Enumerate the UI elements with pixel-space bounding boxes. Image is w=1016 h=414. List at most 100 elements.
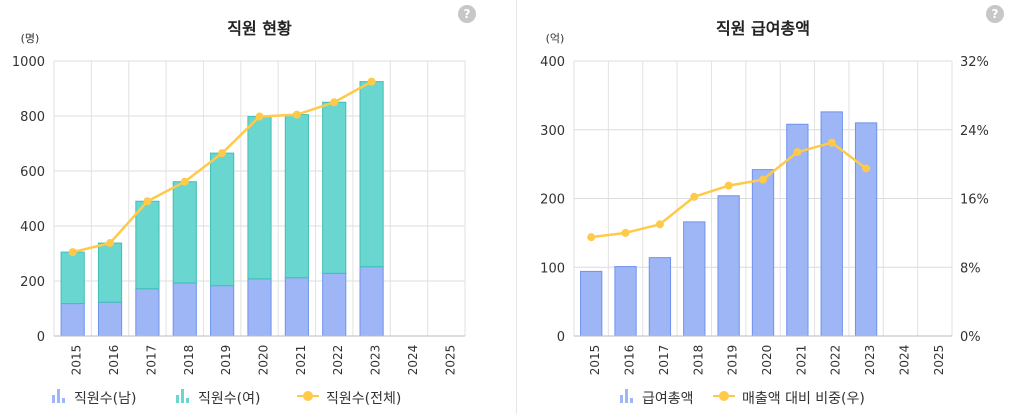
bar-직원수(남) <box>172 282 197 337</box>
x-tick-label: 2023 <box>369 345 383 376</box>
x-tick-label: 2025 <box>443 345 457 376</box>
point-직원수(전체) <box>255 112 264 121</box>
chart-title: 직원 현황 <box>227 19 292 38</box>
bar-급여총액 <box>854 122 878 337</box>
bar-직원수(여) <box>322 101 347 274</box>
y-axis-unit-label: (억) <box>546 32 565 45</box>
x-tick-label: 2015 <box>588 345 602 376</box>
point-매출액 대비 비중(우) <box>793 148 802 157</box>
bar-직원수(여) <box>284 114 309 279</box>
y2-tick-label: 8% <box>960 261 981 276</box>
legend-label: 급여총액 <box>642 391 694 407</box>
bar-직원수(여) <box>60 251 85 305</box>
legend-label: 직원수(여) <box>198 391 260 407</box>
x-tick-label: 2024 <box>406 345 420 376</box>
point-매출액 대비 비중(우) <box>759 175 767 184</box>
help-icon-employee-status[interactable]: ? <box>458 5 476 23</box>
y-tick-label: 800 <box>20 110 45 125</box>
x-tick-label: 2021 <box>794 345 808 376</box>
y2-tick-label: 32% <box>960 55 989 70</box>
legend-icon-dot <box>303 391 313 401</box>
x-tick-label: 2023 <box>863 345 877 376</box>
legend-label: 직원수(남) <box>74 391 136 407</box>
legend-icon-dot <box>719 391 729 401</box>
bar-급여총액 <box>614 266 637 337</box>
bar-급여총액 <box>580 270 603 337</box>
point-직원수(전체) <box>367 77 376 86</box>
point-매출액 대비 비중(우) <box>587 233 596 242</box>
bar-급여총액 <box>820 111 843 337</box>
x-tick-label: 2025 <box>932 345 946 376</box>
point-매출액 대비 비중(우) <box>827 138 836 147</box>
x-tick-label: 2015 <box>70 345 84 376</box>
point-직원수(전체) <box>218 149 227 158</box>
point-직원수(전체) <box>180 177 189 186</box>
y-tick-label: 300 <box>540 124 565 139</box>
point-매출액 대비 비중(우) <box>690 192 699 201</box>
y-tick-label: 0 <box>37 330 45 345</box>
point-직원수(전체) <box>292 110 301 119</box>
employee-status-chart: 직원 현황 (명) 0 200 400 600 800 1000 2015 2016 2017 201… <box>12 19 466 407</box>
legend-icon-bar <box>52 395 55 403</box>
point-직원수(전체) <box>68 248 77 257</box>
point-매출액 대비 비중(우) <box>621 228 630 237</box>
bar-직원수(남) <box>247 278 272 337</box>
legend-label: 매출액 대비 비중(우) <box>742 391 865 407</box>
bar-직원수(남) <box>60 303 85 337</box>
bar-직원수(여) <box>135 200 160 290</box>
x-tick-label: 2018 <box>182 345 196 376</box>
y2-tick-label: 24% <box>960 124 989 139</box>
bar-직원수(남) <box>210 285 235 337</box>
x-tick-label: 2019 <box>219 345 233 376</box>
bar-직원수(여) <box>172 181 197 284</box>
legend-icon-bar <box>62 398 65 403</box>
y-tick-label: 1000 <box>12 55 45 70</box>
point-직원수(전체) <box>143 197 152 206</box>
bar-직원수(남) <box>97 301 123 337</box>
y2-tick-label: 0% <box>960 330 981 345</box>
point-매출액 대비 비중(우) <box>724 181 733 190</box>
bar-직원수(남) <box>135 288 160 337</box>
legend-label: 직원수(전체) <box>326 391 401 407</box>
y-tick-label: 100 <box>540 261 565 276</box>
chart-title: 직원 급여총액 <box>716 19 810 38</box>
x-tick-label: 2019 <box>726 345 740 376</box>
y-tick-label: 400 <box>540 55 565 70</box>
line-매출액 대비 비중(우) <box>591 141 867 239</box>
y2-tick-label: 16% <box>960 193 989 208</box>
bar-직원수(여) <box>247 116 272 280</box>
bar-직원수(여) <box>210 152 235 287</box>
bar-직원수(남) <box>322 272 347 337</box>
bar-급여총액 <box>786 123 809 337</box>
point-직원수(전체) <box>330 98 339 107</box>
y-tick-label: 400 <box>20 220 45 235</box>
bar-급여총액 <box>717 195 740 337</box>
bar-급여총액 <box>751 169 775 337</box>
bar-급여총액 <box>683 221 706 337</box>
x-tick-label: 2017 <box>144 345 158 376</box>
bar-직원수(남) <box>359 266 384 337</box>
y-tick-label: 200 <box>540 193 565 208</box>
point-매출액 대비 비중(우) <box>862 164 871 173</box>
help-icon-salary-total[interactable]: ? <box>986 5 1004 23</box>
bar-급여총액 <box>648 257 672 337</box>
y-tick-label: 600 <box>20 165 45 180</box>
legend-icon-bar <box>620 395 623 403</box>
legend-icon-bar <box>181 389 184 403</box>
x-tick-label: 2016 <box>623 345 637 376</box>
x-tick-label: 2017 <box>657 345 671 376</box>
bar-직원수(여) <box>97 242 123 303</box>
legend-icon-bar <box>176 395 179 403</box>
point-직원수(전체) <box>106 239 115 248</box>
x-tick-label: 2024 <box>897 345 911 376</box>
x-tick-label: 2020 <box>760 345 774 376</box>
point-매출액 대비 비중(우) <box>655 220 664 229</box>
x-tick-label: 2022 <box>331 345 345 376</box>
legend-icon-bar <box>57 389 60 403</box>
y-axis-unit-label: (명) <box>21 32 40 45</box>
x-tick-label: 2016 <box>107 345 121 376</box>
x-tick-label: 2020 <box>257 345 271 376</box>
x-tick-label: 2018 <box>691 345 705 376</box>
x-tick-label: 2021 <box>294 345 308 376</box>
legend-icon-bar <box>630 398 633 403</box>
